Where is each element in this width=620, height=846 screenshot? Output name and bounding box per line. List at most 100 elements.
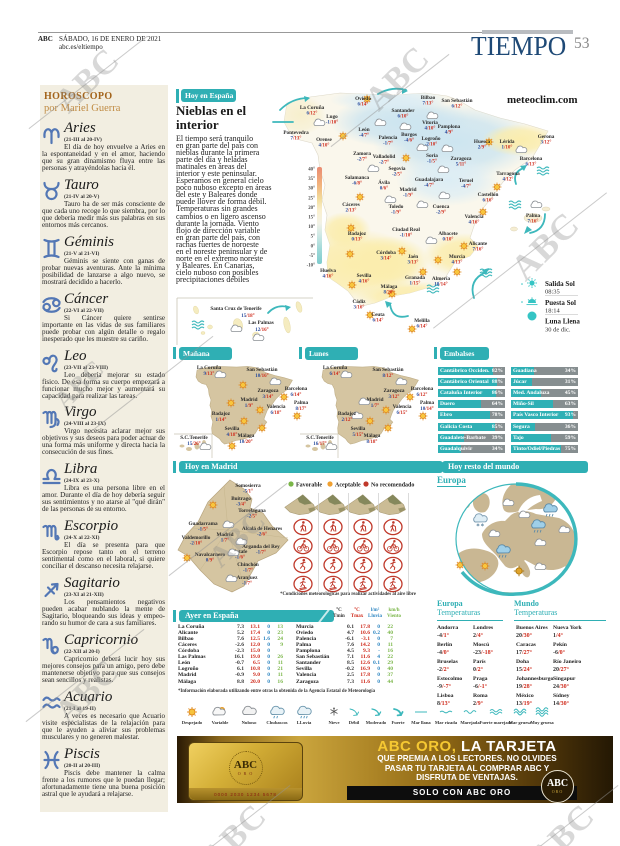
svg-text:Mar rizada: Mar rizada	[435, 720, 458, 725]
svg-text:-4/6°: -4/6°	[404, 139, 414, 144]
svg-text:Fuerte marejada: Fuerte marejada	[480, 720, 514, 725]
svg-text:-2/10°: -2/10°	[425, 143, 438, 148]
svg-text:Málaga: Málaga	[381, 284, 398, 290]
svg-text:Sevilla: Sevilla	[225, 426, 240, 432]
svg-text:Mar gruesa: Mar gruesa	[509, 720, 532, 725]
svg-text:18:14: 18:14	[545, 308, 561, 315]
svg-text:Salida Sol: Salida Sol	[545, 280, 575, 288]
svg-text:Toledo: Toledo	[389, 204, 404, 210]
svg-text:1/10°: 1/10°	[502, 146, 513, 151]
svg-text:10/16°: 10/16°	[255, 374, 268, 379]
svg-text:30°: 30°	[308, 187, 315, 192]
svg-text:Variable: Variable	[212, 720, 229, 725]
svg-text:-1/7°: -1/7°	[256, 551, 266, 556]
svg-text:Badajoz: Badajoz	[212, 411, 231, 417]
svg-text:0/9°: 0/9°	[206, 559, 214, 564]
svg-text:-1/7°: -1/7°	[383, 142, 393, 147]
svg-text:1/14°: 1/14°	[216, 418, 227, 423]
svg-text:3/14°: 3/14°	[381, 257, 392, 262]
svg-text:4/13°: 4/13°	[452, 261, 463, 266]
svg-text:9/13°: 9/13°	[204, 372, 215, 377]
svg-text:10/14°: 10/14°	[434, 283, 447, 288]
svg-text:3/16°: 3/16°	[354, 306, 365, 311]
svg-text:6/14°: 6/14°	[417, 325, 428, 330]
svg-text:1/9°: 1/9°	[245, 404, 253, 409]
svg-text:12/16°: 12/16°	[255, 328, 268, 333]
svg-text:8/20°: 8/20°	[384, 291, 395, 296]
svg-text:Valencia: Valencia	[465, 214, 484, 220]
svg-text:-1/9°: -1/9°	[403, 194, 413, 199]
svg-text:0°: 0°	[311, 244, 315, 249]
svg-text:4/16°: 4/16°	[359, 280, 370, 285]
svg-text:Zamora: Zamora	[353, 151, 371, 157]
svg-text:La Coruña: La Coruña	[300, 105, 325, 111]
svg-text:6/15°: 6/15°	[397, 411, 408, 416]
svg-text:4/10°: 4/10°	[425, 127, 436, 132]
svg-text:2/13°: 2/13°	[346, 209, 357, 214]
svg-text:8/17°: 8/17°	[296, 407, 307, 412]
svg-text:10°: 10°	[308, 225, 315, 230]
svg-text:Somosierra: Somosierra	[235, 483, 261, 489]
svg-text:40°: 40°	[308, 168, 315, 173]
svg-text:4/10°: 4/10°	[319, 144, 330, 149]
svg-text:3/14°: 3/14°	[263, 395, 274, 400]
svg-text:30 de dic.: 30 de dic.	[545, 327, 571, 334]
svg-text:Ceuta: Ceuta	[371, 312, 385, 318]
svg-text:-10°: -10°	[307, 264, 315, 269]
svg-text:-5/1°: -5/1°	[243, 490, 253, 495]
svg-text:6/12°: 6/12°	[452, 105, 463, 110]
svg-text:Valencia: Valencia	[393, 404, 412, 410]
svg-text:Luna Llena: Luna Llena	[545, 318, 580, 326]
svg-text:Bilbao: Bilbao	[421, 95, 436, 101]
svg-text:Mar llana: Mar llana	[411, 720, 431, 725]
svg-text:Nieve: Nieve	[329, 720, 340, 725]
svg-text:1/7°: 1/7°	[371, 404, 379, 409]
svg-text:Madrid: Madrid	[240, 397, 257, 403]
svg-text:Las Palmas: Las Palmas	[248, 320, 274, 326]
svg-text:Pamplona: Pamplona	[438, 124, 461, 130]
svg-text:Arganda del Rey: Arganda del Rey	[242, 544, 280, 550]
svg-text:Valencia: Valencia	[267, 404, 286, 410]
svg-text:Sevilla: Sevilla	[357, 273, 372, 279]
svg-text:Despejado: Despejado	[182, 720, 203, 725]
svg-text:No recomendado: No recomendado	[371, 483, 414, 489]
svg-text:3/12°: 3/12°	[389, 395, 400, 400]
svg-text:Cáceres: Cáceres	[342, 202, 359, 208]
svg-text:Valladolid: Valladolid	[373, 154, 396, 160]
svg-text:Orense: Orense	[316, 137, 332, 143]
svg-text:4/12°: 4/12°	[503, 178, 514, 183]
svg-text:7/13°: 7/13°	[423, 102, 434, 107]
svg-text:15°: 15°	[308, 216, 315, 221]
svg-text:Burgos: Burgos	[401, 132, 417, 138]
svg-text:Cuenca: Cuenca	[433, 204, 450, 210]
svg-text:Cádiz: Cádiz	[353, 299, 367, 305]
svg-text:Barcelona: Barcelona	[411, 386, 434, 392]
svg-text:0/13°: 0/13°	[352, 238, 363, 243]
svg-text:-1/10°: -1/10°	[400, 234, 413, 239]
svg-text:San Sebastián: San Sebastián	[247, 367, 278, 373]
svg-text:-2/10°: -2/10°	[190, 542, 203, 547]
svg-text:Palma: Palma	[420, 400, 435, 406]
svg-text:San Sebastián: San Sebastián	[442, 98, 473, 104]
svg-text:35°: 35°	[308, 177, 315, 182]
svg-text:León: León	[358, 127, 369, 133]
svg-text:-6/8°: -6/8°	[352, 182, 362, 187]
svg-text:Palma: Palma	[526, 213, 541, 219]
svg-text:6/14°: 6/14°	[330, 372, 341, 377]
svg-text:Zaragoza: Zaragoza	[383, 388, 404, 394]
svg-text:Débil: Débil	[349, 720, 360, 725]
svg-text:5/11°: 5/11°	[456, 163, 467, 168]
svg-text:*Condiciones meteorológicas pa: *Condiciones meteorológicas para realiza…	[280, 592, 416, 597]
svg-text:6/14°: 6/14°	[291, 393, 302, 398]
svg-text:Teruel: Teruel	[459, 178, 474, 184]
svg-text:Almería: Almería	[432, 276, 451, 282]
svg-text:15/26°: 15/26°	[187, 442, 200, 447]
svg-text:2/9°: 2/9°	[478, 146, 486, 151]
svg-text:Moderado: Moderado	[366, 720, 387, 725]
svg-text:-4/7°: -4/7°	[424, 184, 434, 189]
svg-text:7/16°: 7/16°	[528, 220, 539, 225]
svg-text:Lugo: Lugo	[326, 114, 338, 120]
svg-text:-2/5°: -2/5°	[247, 515, 257, 520]
svg-text:1/7°: 1/7°	[221, 539, 229, 544]
svg-text:Nuboso: Nuboso	[242, 720, 258, 725]
